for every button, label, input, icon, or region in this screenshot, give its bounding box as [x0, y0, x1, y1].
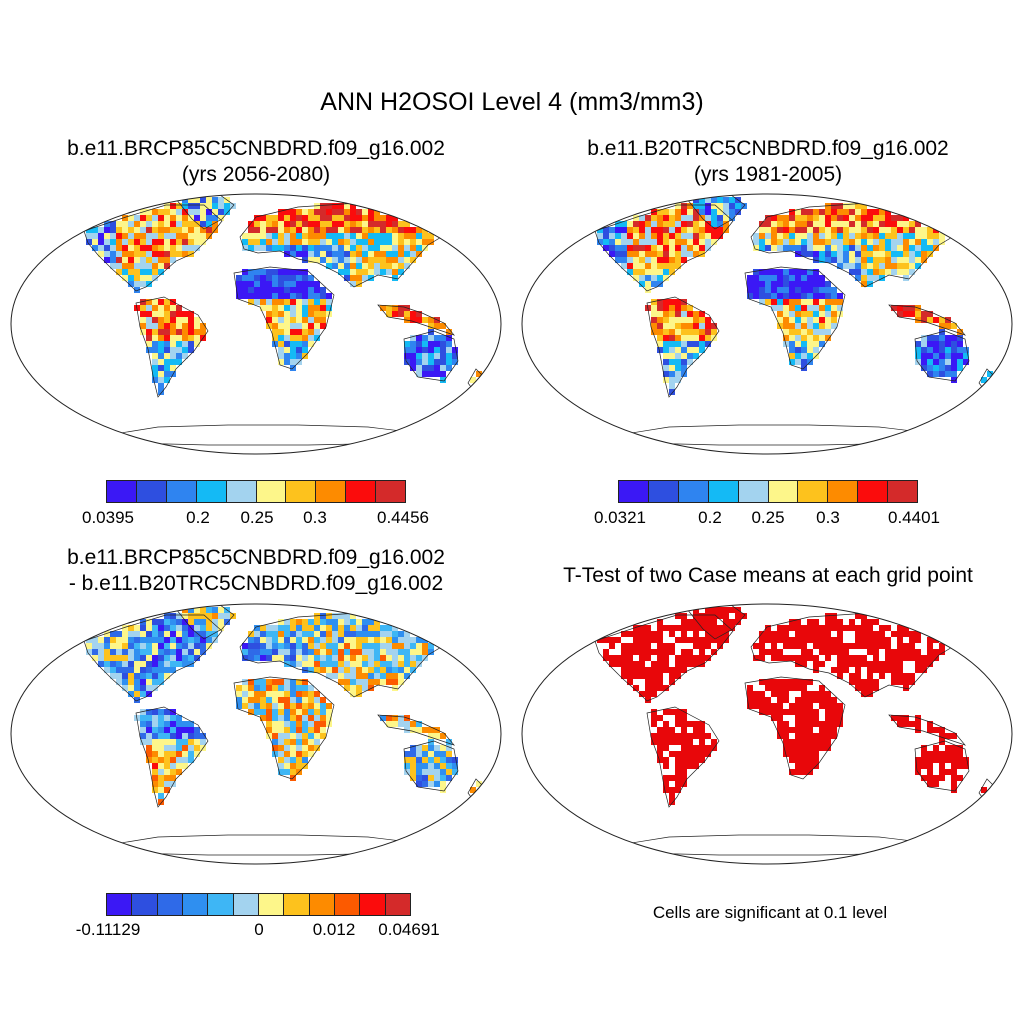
colorbar-swatch: [309, 894, 335, 915]
colorbar-swatch: [619, 481, 649, 502]
colorbar-swatch: [376, 481, 406, 502]
colorbar-swatch: [648, 481, 679, 502]
figure-title: ANN H2OSOI Level 4 (mm3/mm3): [320, 88, 704, 116]
map-cells: [83, 604, 485, 856]
colorbar-swatch: [256, 481, 287, 502]
colorbar-swatch: [738, 481, 769, 502]
colorbar-panel-3: [106, 893, 411, 916]
significance-note: Cells are significant at 0.1 level: [652, 903, 888, 922]
coastline-australia: [403, 740, 459, 792]
coastline-samerica: [646, 296, 720, 398]
panel-2-title: b.e11.B20TRC5CNBDRD.f09_g16.002 (yrs 198…: [525, 136, 1011, 188]
coastline-africa: [744, 266, 846, 370]
panel-2-title-line1: b.e11.B20TRC5CNBDRD.f09_g16.002: [587, 137, 949, 160]
colorbar-swatch: [226, 481, 257, 502]
panel-3-title-line1: b.e11.BRCP85C5CNBDRD.f09_g16.002: [67, 546, 445, 569]
map-border: [10, 603, 502, 865]
panel-4-title-line1: T-Test of two Case means at each grid po…: [563, 564, 973, 587]
coastline-africa: [233, 266, 335, 370]
map-border: [521, 193, 1013, 455]
coastline-namerica: [83, 614, 223, 702]
coastline-samerica: [646, 706, 720, 808]
colorbar-panel-2: [618, 480, 918, 503]
panel-1-title: b.e11.BRCP85C5CNBDRD.f09_g16.002 (yrs 20…: [13, 136, 499, 188]
map-panel-1: [10, 193, 502, 455]
map-cells: [594, 194, 996, 446]
colorbar-swatch: [157, 894, 183, 915]
colorbar-swatch: [858, 481, 889, 502]
coastline-seasia: [888, 304, 967, 336]
map-panel-2: [521, 193, 1013, 455]
coastline-australia: [914, 740, 970, 792]
colorbar-swatch: [798, 481, 829, 502]
colorbar-2-tick: 0.25: [751, 508, 785, 527]
colorbar-1-tick: 0.25: [240, 508, 274, 527]
colorbar-swatch: [107, 481, 137, 502]
colorbar-2-tick: 0.3: [816, 508, 840, 527]
colorbar-swatch: [233, 894, 259, 915]
colorbar-swatch: [385, 894, 410, 915]
coastline-africa: [233, 676, 335, 780]
panel-3-title-line2: - b.e11.B20TRC5CNBDRD.f09_g16.002: [68, 572, 444, 595]
colorbar-1-tick: 0.3: [303, 508, 327, 527]
coastline-australia: [914, 330, 970, 382]
colorbar-swatch: [346, 481, 377, 502]
coastline-seasia: [377, 714, 456, 746]
panel-3-title: b.e11.BRCP85C5CNBDRD.f09_g16.002 - b.e11…: [13, 545, 499, 597]
panel-4-title: T-Test of two Case means at each grid po…: [515, 563, 1021, 589]
colorbar-swatch: [182, 894, 209, 915]
coastline-namerica: [594, 204, 734, 292]
colorbar-swatch: [828, 481, 859, 502]
colorbar-swatch: [132, 894, 158, 915]
colorbar-3-tick: 0.012: [312, 920, 356, 939]
colorbar-swatch: [334, 894, 361, 915]
panel-1-title-line2: (yrs 2056-2080): [181, 163, 331, 186]
colorbar-1-tick: 0.0395: [82, 508, 134, 527]
coastline-seasia: [888, 714, 967, 746]
colorbar-swatch: [316, 481, 347, 502]
colorbar-swatch: [196, 481, 227, 502]
colorbar-swatch: [708, 481, 739, 502]
coastline-samerica: [135, 296, 209, 398]
map-panel-4: [521, 603, 1013, 865]
map-border: [521, 603, 1013, 865]
colorbar-1-tick: 0.4456: [377, 508, 429, 527]
colorbar-swatch: [284, 894, 310, 915]
panel-2-title-line2: (yrs 1981-2005): [693, 163, 843, 186]
colorbar-swatch: [136, 481, 167, 502]
colorbar-swatch: [286, 481, 317, 502]
colorbar-swatch: [888, 481, 918, 502]
colorbar-swatch: [166, 481, 197, 502]
coastline-australia: [403, 330, 459, 382]
colorbar-2-tick: 0.0321: [594, 508, 646, 527]
colorbar-swatch: [107, 894, 133, 915]
colorbar-2-tick: 0.4401: [888, 508, 940, 527]
colorbar-3-tick: -0.11129: [75, 920, 141, 939]
colorbar-3-tick: 0: [254, 920, 264, 939]
coastline-namerica: [83, 204, 223, 292]
coastline-samerica: [135, 706, 209, 808]
coastline-africa: [744, 676, 846, 780]
colorbar-panel-1: [106, 480, 406, 503]
colorbar-swatch: [678, 481, 709, 502]
colorbar-3-tick: 0.04691: [378, 920, 440, 939]
map-cells: [83, 194, 485, 446]
map-border: [10, 193, 502, 455]
map-panel-3: [10, 603, 502, 865]
colorbar-swatch: [360, 894, 386, 915]
map-cells: [594, 604, 996, 856]
panel-1-title-line1: b.e11.BRCP85C5CNBDRD.f09_g16.002: [67, 137, 445, 160]
colorbar-swatch: [208, 894, 234, 915]
coastline-namerica: [594, 614, 734, 702]
colorbar-swatch: [258, 894, 285, 915]
colorbar-swatch: [768, 481, 799, 502]
colorbar-2-tick: 0.2: [698, 508, 722, 527]
coastline-seasia: [377, 304, 456, 336]
colorbar-1-tick: 0.2: [186, 508, 210, 527]
